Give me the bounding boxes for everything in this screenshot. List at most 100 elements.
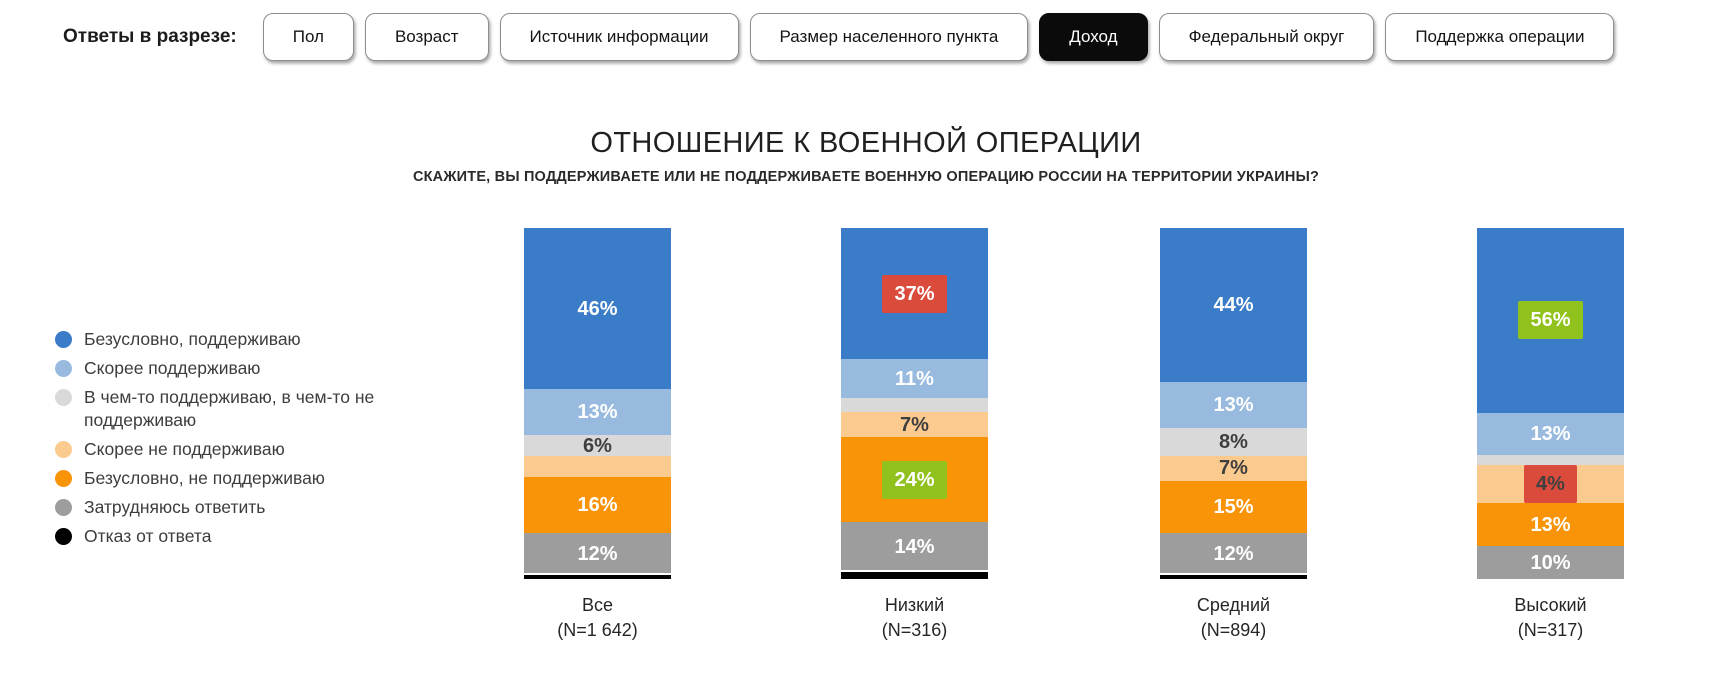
value-label: 13% [1213, 394, 1254, 417]
value-label: 44% [1213, 294, 1254, 317]
category-name: Средний [1196, 595, 1271, 615]
filter-button-dohod[interactable]: Доход [1039, 13, 1148, 61]
value-label: 16% [577, 494, 618, 517]
bar-segment: 46% [524, 228, 671, 390]
bar-segment: 14% [841, 522, 988, 572]
value-label: 12% [577, 543, 618, 566]
bar-segment: 11% [841, 359, 988, 399]
value-label: 13% [577, 401, 618, 424]
value-label: 7% [1219, 457, 1248, 480]
category-name: Низкий [884, 595, 945, 615]
legend-item: В чем-то поддерживаю, в чем-то не поддер… [55, 386, 425, 432]
bar-segment [524, 456, 671, 478]
bar-segment [524, 575, 671, 579]
bar-stack: 37% 11% 7% 24% 14% [841, 228, 988, 580]
bar-segment: 13% [1477, 503, 1624, 547]
legend-label: Отказ от ответа [84, 526, 212, 546]
legend-item: Затрудняюсь ответить [55, 496, 425, 519]
filter-button-federalnyj-okrug[interactable]: Федеральный округ [1158, 13, 1375, 61]
legend-dot-icon [55, 441, 72, 458]
bar-segment: 44% [1160, 228, 1307, 383]
bar-stack: 56% 13% 4% 13% 10% [1477, 228, 1624, 579]
filter-button-vozrast[interactable]: Возраст [364, 13, 489, 61]
legend-item: Отказ от ответа [55, 525, 425, 548]
legend-label: Затрудняюсь ответить [84, 497, 266, 517]
chart-subtitle: СКАЖИТЕ, ВЫ ПОДДЕРЖИВАЕТЕ ИЛИ НЕ ПОДДЕРЖ… [412, 169, 1320, 185]
value-badge: 24% [882, 460, 947, 499]
bar-segment: 37% [841, 228, 988, 360]
bar-segment [1160, 575, 1307, 579]
bar-column: 37% 11% 7% 24% 14% Низкий (N=316) [841, 228, 988, 643]
value-label: 12% [1213, 543, 1254, 566]
category-label: Низкий (N=316) [841, 593, 988, 643]
legend-dot-icon [55, 389, 72, 406]
bar-segment [841, 398, 988, 413]
bar-segment: 7% [1160, 456, 1307, 481]
legend-label: Скорее поддерживаю [84, 358, 261, 378]
filter-button-razmer-naselennogo-punkta[interactable]: Размер населенного пункта [749, 13, 1029, 61]
bar-segment: 13% [1160, 382, 1307, 429]
value-label: 10% [1530, 551, 1571, 574]
bar-segment: 6% [524, 434, 671, 457]
value-label: 13% [1530, 422, 1571, 445]
value-label: 13% [1530, 513, 1571, 536]
bar-stack: 46% 13% 6% 16% 12% [524, 228, 671, 579]
value-label: 7% [900, 413, 929, 436]
category-label: Все (N=1 642) [524, 593, 671, 643]
legend-dot-icon [55, 331, 72, 348]
bar-segment: 10% [1477, 546, 1624, 579]
bar-column: 46% 13% 6% 16% 12% Все (N=1 642) [524, 228, 671, 643]
category-sample-size: (N=316) [881, 620, 948, 640]
bar-stack: 44% 13% 8% 7% 15% 12% [1160, 228, 1307, 579]
value-label: 15% [1213, 496, 1254, 519]
bar-segment: 16% [524, 477, 671, 534]
value-label: 8% [1219, 431, 1248, 454]
legend-dot-icon [55, 528, 72, 545]
bar-segment: 12% [1160, 533, 1307, 576]
category-sample-size: (N=894) [1200, 620, 1267, 640]
category-name: Все [581, 595, 614, 615]
value-badge: 37% [882, 274, 947, 313]
category-label: Высокий (N=317) [1477, 593, 1624, 643]
bar-segment [1477, 455, 1624, 466]
legend-label: В чем-то поддерживаю, в чем-то не поддер… [84, 387, 375, 430]
category-name: Высокий [1514, 595, 1587, 615]
value-label: 6% [583, 434, 612, 457]
filter-buttons-group: Пол Возраст Источник информации Размер насе… [262, 13, 1615, 61]
bar-segment: 12% [524, 533, 671, 576]
bar-segment: 7% [841, 412, 988, 438]
toolbar-label: Ответы в разрезе: [63, 26, 237, 47]
bar-segment: 56% [1477, 228, 1624, 413]
legend-dot-icon [55, 360, 72, 377]
bar-segment: 13% [1477, 412, 1624, 456]
filter-button-podderzhka-operacii[interactable]: Поддержка операции [1385, 13, 1615, 61]
bar-segment: 15% [1160, 480, 1307, 534]
category-sample-size: (N=317) [1517, 620, 1584, 640]
bar-segment: 24% [841, 437, 988, 523]
legend-label: Безусловно, поддерживаю [84, 329, 301, 349]
legend-label: Скорее не поддерживаю [84, 439, 285, 459]
legend-dot-icon [55, 470, 72, 487]
chart-legend: Безусловно, поддерживаю Скорее поддержива… [55, 328, 425, 554]
legend-item: Скорее не поддерживаю [55, 438, 425, 461]
legend-item: Скорее поддерживаю [55, 357, 425, 380]
bar-segment: 8% [1160, 428, 1307, 457]
value-label: 11% [895, 367, 934, 390]
value-badge: 4% [1524, 465, 1577, 504]
legend-item: Безусловно, поддерживаю [55, 328, 425, 351]
legend-item: Безусловно, не поддерживаю [55, 467, 425, 490]
value-label: 14% [894, 536, 935, 559]
bar-segment [841, 571, 988, 580]
value-label: 46% [577, 297, 618, 320]
filter-button-pol[interactable]: Пол [262, 13, 354, 61]
chart-title: ОТНОШЕНИЕ К ВОЕННОЙ ОПЕРАЦИИ [590, 127, 1142, 159]
breakdown-toolbar: Ответы в разрезе: Пол Возраст Источник инф… [63, 13, 1615, 61]
filter-button-istochnik-informacii[interactable]: Источник информации [499, 13, 739, 61]
legend-dot-icon [55, 499, 72, 516]
bar-column: 56% 13% 4% 13% 10% Высокий (N=317) [1477, 228, 1624, 643]
bar-segment: 13% [524, 389, 671, 436]
category-label: Средний (N=894) [1160, 593, 1307, 643]
value-badge: 56% [1518, 301, 1583, 340]
bar-segment: 4% [1477, 465, 1624, 504]
